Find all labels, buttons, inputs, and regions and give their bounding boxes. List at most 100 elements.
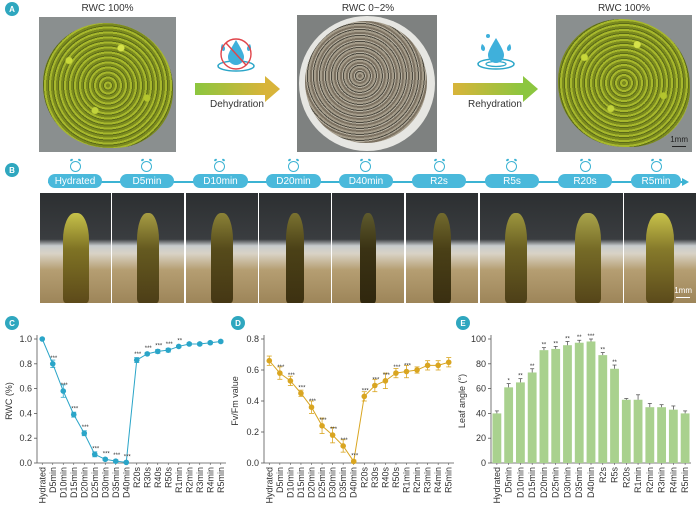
- significance-marker: ***: [113, 453, 121, 459]
- x-tick-label: D35min: [574, 467, 584, 498]
- bar: [492, 413, 502, 463]
- timepoint-pill-r5s: R5s: [485, 174, 539, 188]
- photo-label-hydrated: RWC 100%: [81, 3, 134, 14]
- significance-marker: *: [507, 379, 510, 385]
- significance-marker: ***: [372, 378, 380, 384]
- rehydration-label: Rehydration: [468, 99, 522, 110]
- significance-marker: ***: [362, 388, 370, 394]
- data-point: [144, 351, 151, 357]
- x-tick-label: R5min: [216, 467, 226, 493]
- x-tick-label: R20s: [359, 467, 369, 489]
- data-point: [207, 339, 214, 346]
- water-drop-splash-icon: [472, 30, 520, 74]
- x-tick-label: R5min: [444, 467, 454, 493]
- data-point: [277, 370, 283, 376]
- y-tick-label: 0.6: [19, 384, 32, 394]
- x-tick-label: D5min: [48, 467, 58, 493]
- x-tick-label: R1min: [402, 467, 412, 493]
- data-point: [329, 432, 336, 438]
- bar: [504, 387, 514, 463]
- timepoint-pill-d5min: D5min: [120, 174, 174, 188]
- clock-icon: [651, 161, 662, 172]
- bar: [574, 342, 584, 463]
- x-tick-label: D10min: [285, 467, 295, 498]
- y-tick-label: 0.8: [19, 359, 32, 369]
- bar: [551, 348, 561, 463]
- significance-marker: ***: [166, 342, 174, 348]
- x-tick-label: D40min: [121, 467, 131, 498]
- clock-icon: [70, 161, 81, 172]
- photo-label-desiccated: RWC 0~2%: [341, 3, 395, 14]
- no-water-icon: [212, 30, 260, 74]
- y-tick-label: 1.0: [19, 334, 32, 344]
- significance-marker: ***: [351, 453, 359, 459]
- bar: [633, 399, 643, 463]
- x-tick-label: R2min: [412, 467, 422, 493]
- x-tick-label: R50s: [163, 467, 173, 489]
- y-tick-label: 20: [476, 433, 486, 443]
- data-point: [112, 458, 119, 464]
- x-tick-label: D15min: [527, 467, 537, 498]
- timepoint-pill-d10min: D10min: [193, 174, 248, 188]
- y-tick-label: 0.8: [246, 334, 259, 344]
- shoot-photo-d5min: [112, 193, 184, 303]
- data-point: [70, 411, 77, 418]
- shoot-photo-r20s: [552, 193, 623, 303]
- bar: [598, 355, 608, 463]
- x-tick-label: D10min: [515, 467, 525, 498]
- shoot-photo-d10min: [186, 193, 258, 303]
- significance-marker: ***: [393, 365, 401, 371]
- scale-bar-label-b: 1mm: [674, 286, 692, 295]
- bar: [610, 368, 619, 463]
- x-tick-label: R1min: [174, 467, 184, 493]
- dehydration-label: Dehydration: [210, 99, 264, 110]
- y-tick-label: 0.4: [19, 408, 32, 418]
- x-tick-label: D15min: [296, 467, 306, 498]
- data-point: [102, 456, 109, 463]
- x-tick-label: D35min: [111, 467, 121, 498]
- x-tick-label: D15min: [69, 467, 79, 498]
- significance-marker: ***: [330, 427, 338, 433]
- x-tick-label: D20min: [539, 467, 549, 498]
- clock-icon: [288, 161, 299, 172]
- series-line: [268, 360, 449, 463]
- data-point: [424, 362, 431, 369]
- bar: [586, 341, 596, 463]
- significance-marker: **: [577, 335, 582, 341]
- data-point: [361, 393, 368, 400]
- x-tick-label: R40s: [380, 467, 390, 489]
- bar: [563, 345, 572, 463]
- bar: [527, 372, 537, 463]
- significance-marker: ***: [124, 454, 132, 460]
- x-tick-label: D5min: [275, 467, 285, 493]
- bar: [645, 407, 655, 463]
- data-point: [60, 388, 67, 394]
- y-tick-label: 0.2: [19, 433, 32, 443]
- timepoint-pill-r5min: R5min: [631, 174, 681, 188]
- x-tick-label: D5min: [504, 467, 514, 493]
- significance-marker: **: [565, 336, 570, 342]
- x-tick-label: R30s: [370, 467, 380, 489]
- significance-marker: ***: [298, 385, 306, 391]
- clock-icon: [434, 161, 445, 172]
- photo-desiccated-moss: [297, 15, 437, 152]
- y-tick-label: 0.2: [246, 427, 259, 437]
- y-tick-label: 0.0: [19, 458, 32, 468]
- series-line: [41, 338, 221, 463]
- bar: [621, 399, 631, 463]
- data-point: [382, 378, 389, 384]
- x-tick-label: R2min: [645, 467, 655, 493]
- dehydration-arrow-head: [265, 76, 280, 102]
- timepoint-pill-r20s: R20s: [558, 174, 612, 188]
- significance-marker: ***: [103, 451, 111, 457]
- x-tick-label: R30s: [142, 467, 152, 489]
- x-tick-label: D40min: [349, 467, 359, 498]
- significance-marker: **: [518, 374, 523, 380]
- panel-badge-a: A: [5, 2, 19, 16]
- x-tick-label: R2min: [184, 467, 194, 493]
- y-axis-label: RWC (%): [4, 382, 14, 420]
- data-point: [123, 459, 130, 466]
- data-point: [165, 347, 172, 353]
